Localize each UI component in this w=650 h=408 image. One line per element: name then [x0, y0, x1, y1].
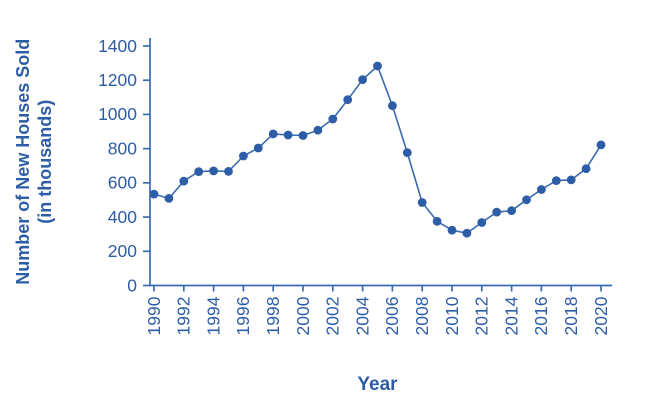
data-point [298, 131, 308, 140]
x-tick-label: 2018 [561, 297, 581, 336]
data-point [388, 101, 397, 111]
data-point [551, 176, 561, 186]
data-point [373, 61, 382, 71]
data-point [253, 143, 263, 153]
data-point [507, 206, 516, 216]
data-point [522, 195, 531, 205]
x-tick-label: 2004 [352, 296, 372, 335]
data-point [477, 218, 487, 227]
y-tick-label: 1200 [98, 70, 137, 90]
data-point [313, 125, 323, 135]
data-point [268, 129, 278, 139]
x-tick-label: 2020 [591, 296, 611, 335]
x-axis-title: Year [357, 374, 398, 395]
data-point [343, 95, 353, 105]
x-tick-label: 2002 [323, 297, 343, 336]
data-point [194, 167, 204, 177]
x-tick-label: 2008 [412, 297, 432, 336]
x-tick-label: 2006 [382, 297, 402, 336]
x-tick-label: 1996 [233, 297, 253, 336]
y-tick-label: 800 [108, 138, 137, 158]
x-tick-label: 2010 [442, 296, 462, 335]
y-tick-label: 1400 [98, 36, 137, 56]
y-tick-label: 0 [127, 275, 137, 295]
data-point [566, 175, 576, 185]
x-tick-label: 1990 [144, 296, 164, 335]
data-point [209, 166, 219, 176]
x-tick-label: 2016 [531, 297, 551, 336]
data-point [492, 207, 502, 217]
data-point [447, 225, 457, 235]
data-point [179, 176, 189, 186]
data-point [402, 148, 412, 158]
data-point [596, 140, 606, 150]
x-tick-label: 2012 [472, 297, 492, 336]
data-point [358, 75, 367, 85]
data-point [239, 151, 248, 161]
y-tick-label: 1000 [98, 104, 137, 124]
y-axis-title-line2: (in thousands) [35, 100, 55, 224]
y-axis-title-line1: Number of New Houses Sold [13, 39, 33, 285]
y-tick-label: 600 [108, 173, 137, 193]
data-point [432, 216, 442, 226]
x-tick-label: 1992 [174, 297, 194, 336]
data-point [328, 114, 338, 124]
data-point [164, 194, 174, 203]
data-point [224, 167, 233, 176]
data-point [417, 198, 427, 207]
series-line [153, 65, 602, 234]
x-tick-label: 1994 [203, 296, 223, 335]
y-tick-label: 200 [108, 241, 137, 261]
data-point [283, 130, 293, 140]
data-point [462, 228, 472, 238]
data-point [149, 189, 159, 199]
x-tick-label: 2000 [293, 296, 313, 335]
data-point [581, 164, 591, 174]
x-tick-label: 1998 [263, 297, 283, 336]
x-tick-label: 2014 [501, 296, 521, 335]
y-tick-label: 400 [108, 207, 137, 227]
data-point [537, 185, 546, 194]
